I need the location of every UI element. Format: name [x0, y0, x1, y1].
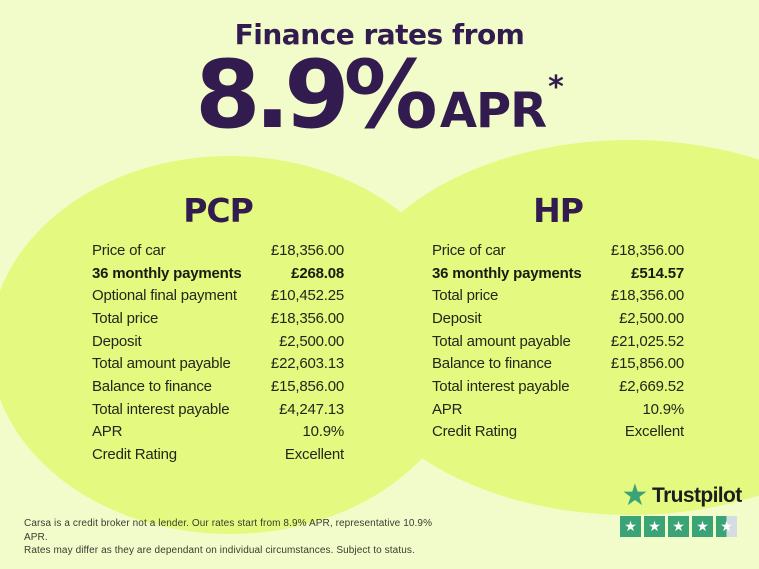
row-value: 10.9%	[642, 400, 684, 418]
row-label: Total interest payable	[92, 400, 230, 418]
table-row: Optional final payment £10,452.25	[92, 284, 344, 307]
row-value: £2,500.00	[619, 309, 684, 327]
table-row: Total interest payable £2,669.52	[432, 375, 684, 398]
row-label: APR	[432, 400, 463, 418]
rate-value: 8.9%	[195, 41, 438, 150]
rate-asterisk: *	[548, 70, 564, 105]
table-row: APR 10.9%	[432, 398, 684, 421]
row-value: Excellent	[284, 446, 344, 464]
row-label: 36 monthly payments	[432, 264, 582, 282]
row-label: Total interest payable	[432, 377, 570, 395]
row-value: Excellent	[624, 423, 684, 441]
rating-star-icon: ★	[716, 516, 737, 537]
table-row: Total price £18,356.00	[432, 284, 684, 307]
headline-rate: 8.9% APR *	[0, 41, 759, 150]
table-row: Price of car £18,356.00	[432, 239, 684, 262]
hp-column: HP Price of car £18,356.00 36 monthly pa…	[432, 192, 684, 443]
row-label: Credit Rating	[432, 423, 517, 441]
table-row: Price of car £18,356.00	[92, 239, 344, 262]
row-label: APR	[92, 423, 123, 441]
promo-eyebrow: Finance rates from	[234, 18, 525, 51]
rate-apr-label: APR	[439, 83, 547, 139]
rating-star-icon: ★	[620, 516, 641, 537]
row-label: Total price	[432, 287, 499, 305]
row-value: £18,356.00	[270, 241, 344, 259]
table-row: Total price £18,356.00	[92, 307, 344, 330]
disclaimer-line-2: Rates may differ as they are dependant o…	[24, 545, 415, 556]
legal-disclaimer: Carsa is a credit broker not a lender. O…	[24, 517, 444, 558]
row-value: £22,603.13	[270, 355, 344, 373]
row-value: £2,669.52	[619, 377, 684, 395]
row-label: 36 monthly payments	[92, 264, 242, 282]
row-label: Price of car	[432, 241, 506, 259]
pcp-column: PCP Price of car £18,356.00 36 monthly p…	[92, 192, 344, 466]
table-row: Total amount payable £22,603.13	[92, 352, 344, 375]
row-value: £268.08	[291, 264, 344, 282]
hp-table: Price of car £18,356.00 36 monthly payme…	[432, 239, 684, 443]
row-label: Balance to finance	[92, 377, 212, 395]
table-row: Deposit £2,500.00	[92, 330, 344, 353]
row-label: Optional final payment	[92, 287, 237, 305]
table-row: APR 10.9%	[92, 421, 344, 444]
row-value: 10.9%	[302, 423, 344, 441]
row-label: Deposit	[432, 309, 482, 327]
trustpilot-widget: ★ Trustpilot ★ ★ ★ ★ ★	[620, 479, 743, 537]
row-label: Total price	[92, 309, 159, 327]
table-row: Balance to finance £15,856.00	[432, 352, 684, 375]
table-row: Deposit £2,500.00	[432, 307, 684, 330]
row-value: £2,500.00	[279, 332, 344, 350]
trustpilot-stars: ★ ★ ★ ★ ★	[620, 516, 742, 537]
table-row: Balance to finance £15,856.00	[92, 375, 344, 398]
table-row: 36 monthly payments £268.08	[92, 262, 344, 285]
pcp-title: PCP	[183, 191, 254, 230]
rating-star-icon: ★	[668, 516, 689, 537]
hp-title: HP	[533, 191, 584, 230]
row-value: £21,025.52	[610, 332, 684, 350]
rating-star-icon: ★	[692, 516, 713, 537]
row-value: £18,356.00	[610, 287, 684, 305]
row-label: Balance to finance	[432, 355, 552, 373]
table-row: Total amount payable £21,025.52	[432, 330, 684, 353]
row-value: £4,247.13	[279, 400, 344, 418]
table-row: Credit Rating Excellent	[92, 443, 344, 466]
trustpilot-wordmark: Trustpilot	[652, 484, 742, 507]
row-value: £18,356.00	[270, 309, 344, 327]
table-row: 36 monthly payments £514.57	[432, 262, 684, 285]
pcp-table: Price of car £18,356.00 36 monthly payme…	[92, 239, 344, 466]
row-label: Credit Rating	[92, 446, 177, 464]
rating-star-icon: ★	[644, 516, 665, 537]
row-value: £10,452.25	[270, 287, 344, 305]
row-label: Total amount payable	[432, 332, 571, 350]
row-value: £15,856.00	[270, 377, 344, 395]
row-value: £514.57	[631, 264, 684, 282]
trustpilot-star-icon: ★	[621, 479, 649, 512]
row-label: Total amount payable	[92, 355, 231, 373]
row-label: Price of car	[92, 241, 166, 259]
trustpilot-logo: ★ Trustpilot	[620, 479, 743, 512]
table-row: Total interest payable £4,247.13	[92, 398, 344, 421]
row-value: £15,856.00	[610, 355, 684, 373]
disclaimer-line-1: Carsa is a credit broker not a lender. O…	[24, 518, 433, 543]
row-label: Deposit	[92, 332, 142, 350]
row-value: £18,356.00	[610, 241, 684, 259]
table-row: Credit Rating Excellent	[432, 421, 684, 444]
